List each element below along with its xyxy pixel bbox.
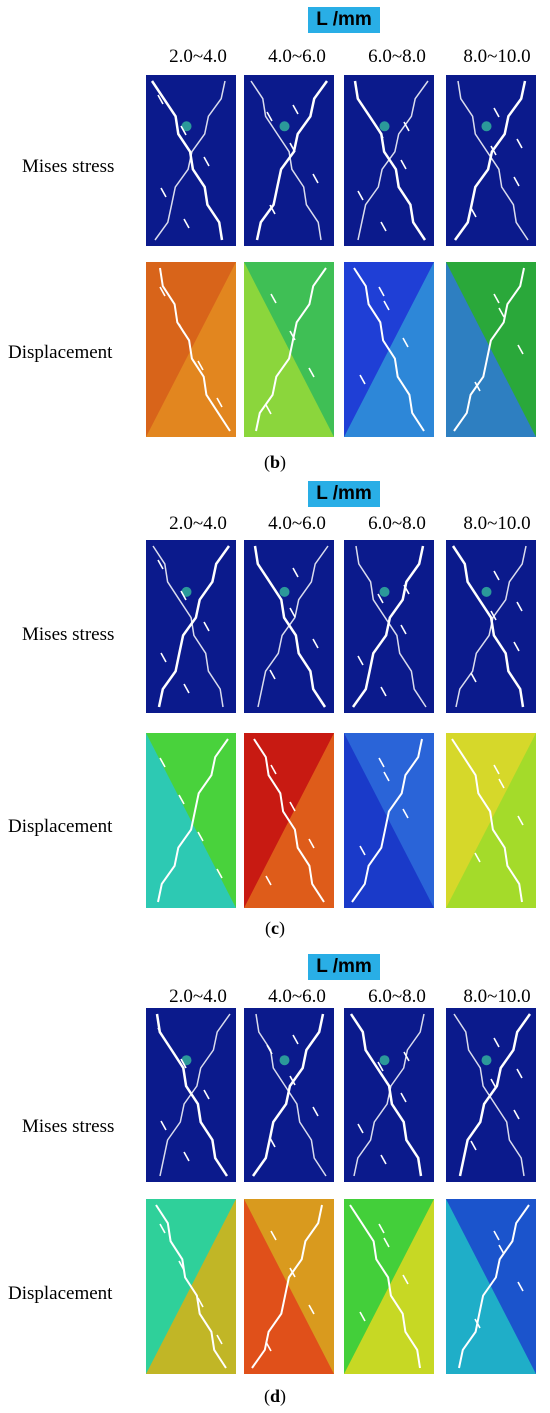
displacement-map (146, 733, 236, 908)
column-label: 8.0~10.0 (463, 513, 531, 534)
displacement-map (344, 262, 434, 437)
mises-stress-map (244, 540, 334, 713)
displacement-map (244, 1199, 334, 1374)
column-label: 4.0~6.0 (268, 513, 326, 534)
column-label: 2.0~4.0 (169, 513, 227, 534)
column-label: 6.0~8.0 (368, 513, 426, 534)
mises-stress-map (146, 1008, 236, 1182)
row-label-mises-stress: Mises stress (22, 156, 115, 177)
column-label: 2.0~4.0 (169, 46, 227, 67)
figure-caption: (c) (265, 918, 285, 938)
displacement-map (344, 733, 434, 908)
panel-b: L /mm 2.0~4.0 4.0~6.0 6.0~8.0 8.0~10.0 M… (0, 0, 550, 475)
row-label-mises-stress: Mises stress (22, 1116, 115, 1137)
row-label-mises-stress: Mises stress (22, 624, 115, 645)
displacement-map (446, 733, 536, 908)
column-label: 4.0~6.0 (268, 46, 326, 67)
displacement-map (446, 262, 536, 437)
mises-stress-map (344, 540, 434, 713)
length-header-badge: L /mm (308, 7, 380, 33)
displacement-map (146, 262, 236, 437)
mises-stress-map (244, 75, 334, 246)
displacement-map (344, 1199, 434, 1374)
length-header-badge: L /mm (308, 954, 380, 980)
row-label-displacement: Displacement (8, 1283, 113, 1304)
mises-stress-map (446, 540, 536, 713)
row-label-displacement: Displacement (8, 816, 113, 837)
mises-stress-map (244, 1008, 334, 1182)
column-label: 8.0~10.0 (463, 986, 531, 1007)
displacement-map (244, 733, 334, 908)
column-label: 2.0~4.0 (169, 986, 227, 1007)
figure-caption: (b) (263, 452, 286, 472)
panel-c: L /mm 2.0~4.0 4.0~6.0 6.0~8.0 8.0~10.0 M… (0, 475, 550, 948)
mises-stress-map (446, 1008, 536, 1182)
mises-stress-map (446, 75, 536, 246)
length-header-badge: L /mm (308, 481, 380, 507)
column-label: 6.0~8.0 (368, 46, 426, 67)
panel-d: L /mm 2.0~4.0 4.0~6.0 6.0~8.0 8.0~10.0 M… (0, 948, 550, 1413)
column-label: 8.0~10.0 (463, 46, 531, 67)
row-label-displacement: Displacement (8, 342, 113, 363)
mises-stress-map (146, 75, 236, 246)
mises-stress-map (344, 75, 434, 246)
displacement-map (244, 262, 334, 437)
column-label: 6.0~8.0 (368, 986, 426, 1007)
mises-stress-map (146, 540, 236, 713)
displacement-map (146, 1199, 236, 1374)
displacement-map (446, 1199, 536, 1374)
column-label: 4.0~6.0 (268, 986, 326, 1007)
mises-stress-map (344, 1008, 434, 1182)
figure-caption: (d) (263, 1386, 286, 1406)
